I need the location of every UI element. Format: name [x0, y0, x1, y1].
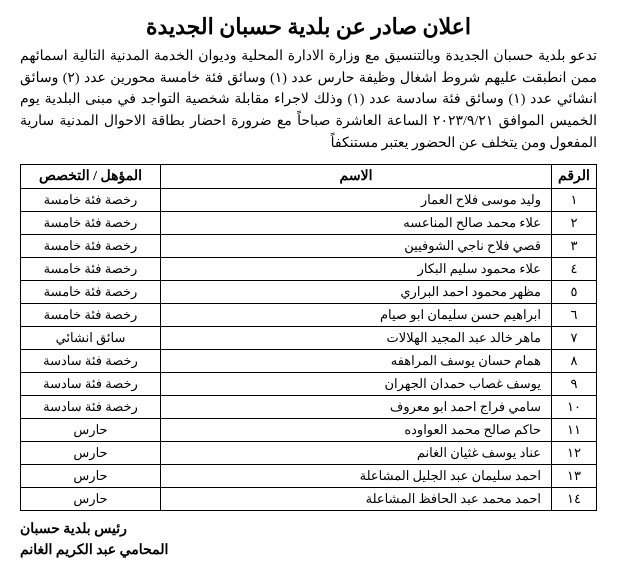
cell-name: عناد يوسف غثيان الغانم	[161, 442, 552, 465]
cell-name: مظهر محمود احمد البراري	[161, 281, 552, 304]
cell-name: يوسف غصاب حمدان الجهران	[161, 373, 552, 396]
cell-num: ٥	[552, 281, 597, 304]
cell-qual: رخصة فئة سادسة	[21, 396, 161, 419]
table-row: ٥مظهر محمود احمد البراريرخصة فئة خامسة	[21, 281, 597, 304]
cell-name: وليد موسى فلاح العمار	[161, 189, 552, 212]
cell-qual: حارس	[21, 488, 161, 511]
cell-name: ابراهيم حسن سليمان ابو صيام	[161, 304, 552, 327]
cell-num: ٦	[552, 304, 597, 327]
cell-qual: رخصة فئة خامسة	[21, 189, 161, 212]
cell-name: سامي فراج احمد ابو معروف	[161, 396, 552, 419]
cell-num: ١١	[552, 419, 597, 442]
cell-num: ١٣	[552, 465, 597, 488]
header-num: الرقم	[552, 165, 597, 189]
cell-qual: رخصة فئة خامسة	[21, 281, 161, 304]
header-name: الاسم	[161, 165, 552, 189]
cell-name: قصي فلاح ناجي الشوفيين	[161, 235, 552, 258]
cell-num: ١٠	[552, 396, 597, 419]
table-row: ١٢عناد يوسف غثيان الغانمحارس	[21, 442, 597, 465]
cell-name: همام حسان يوسف المراهفه	[161, 350, 552, 373]
cell-num: ٤	[552, 258, 597, 281]
cell-name: احمد سليمان عبد الجليل المشاعلة	[161, 465, 552, 488]
table-row: ٦ابراهيم حسن سليمان ابو صيامرخصة فئة خام…	[21, 304, 597, 327]
announcement-title: اعلان صادر عن بلدية حسبان الجديدة	[20, 14, 597, 40]
cell-qual: رخصة فئة سادسة	[21, 350, 161, 373]
table-row: ١٣احمد سليمان عبد الجليل المشاعلةحارس	[21, 465, 597, 488]
table-row: ٣قصي فلاح ناجي الشوفيينرخصة فئة خامسة	[21, 235, 597, 258]
cell-name: علاء محمود سليم البكار	[161, 258, 552, 281]
cell-num: ١٢	[552, 442, 597, 465]
cell-num: ٩	[552, 373, 597, 396]
cell-num: ١٤	[552, 488, 597, 511]
cell-qual: رخصة فئة خامسة	[21, 304, 161, 327]
cell-name: علاء محمد صالح المناعسه	[161, 212, 552, 235]
table-row: ١٠سامي فراج احمد ابو معروفرخصة فئة سادسة	[21, 396, 597, 419]
signature-block: رئيس بلدية حسبان المحامي عبد الكريم الغا…	[20, 519, 597, 561]
table-row: ٩يوسف غصاب حمدان الجهرانرخصة فئة سادسة	[21, 373, 597, 396]
signature-name: المحامي عبد الكريم الغانم	[20, 540, 597, 561]
table-row: ٢علاء محمد صالح المناعسهرخصة فئة خامسة	[21, 212, 597, 235]
table-row: ٨همام حسان يوسف المراهفهرخصة فئة سادسة	[21, 350, 597, 373]
table-header-row: الرقم الاسم المؤهل / التخصص	[21, 165, 597, 189]
cell-num: ٨	[552, 350, 597, 373]
cell-qual: رخصة فئة خامسة	[21, 258, 161, 281]
cell-name: حاكم صالح محمد العواوده	[161, 419, 552, 442]
cell-qual: رخصة فئة خامسة	[21, 235, 161, 258]
signature-title: رئيس بلدية حسبان	[20, 519, 597, 540]
cell-qual: سائق انشائي	[21, 327, 161, 350]
announcement-intro: تدعو بلدية حسبان الجديدة وبالتنسيق مع وز…	[20, 46, 597, 154]
cell-qual: حارس	[21, 442, 161, 465]
table-row: ١وليد موسى فلاح العماررخصة فئة خامسة	[21, 189, 597, 212]
cell-qual: حارس	[21, 465, 161, 488]
table-row: ٧ماهر خالد عبد المجيد الهلالاتسائق انشائ…	[21, 327, 597, 350]
cell-num: ٢	[552, 212, 597, 235]
cell-num: ١	[552, 189, 597, 212]
cell-qual: حارس	[21, 419, 161, 442]
cell-num: ٧	[552, 327, 597, 350]
cell-qual: رخصة فئة خامسة	[21, 212, 161, 235]
applicants-table: الرقم الاسم المؤهل / التخصص ١وليد موسى ف…	[20, 164, 597, 511]
cell-name: احمد محمد عبد الحافظ المشاعلة	[161, 488, 552, 511]
cell-name: ماهر خالد عبد المجيد الهلالات	[161, 327, 552, 350]
cell-num: ٣	[552, 235, 597, 258]
table-row: ١٤احمد محمد عبد الحافظ المشاعلةحارس	[21, 488, 597, 511]
table-row: ٤علاء محمود سليم البكاررخصة فئة خامسة	[21, 258, 597, 281]
header-qual: المؤهل / التخصص	[21, 165, 161, 189]
cell-qual: رخصة فئة سادسة	[21, 373, 161, 396]
table-row: ١١حاكم صالح محمد العواودهحارس	[21, 419, 597, 442]
